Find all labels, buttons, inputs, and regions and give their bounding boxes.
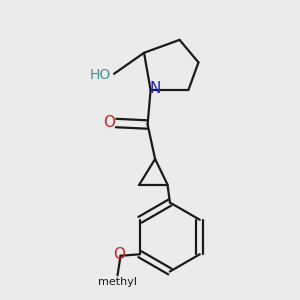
Text: O: O [113,248,125,262]
Text: O: O [103,115,116,130]
Text: N: N [149,81,160,96]
Text: HO: HO [89,68,110,82]
Text: methyl: methyl [98,277,137,287]
